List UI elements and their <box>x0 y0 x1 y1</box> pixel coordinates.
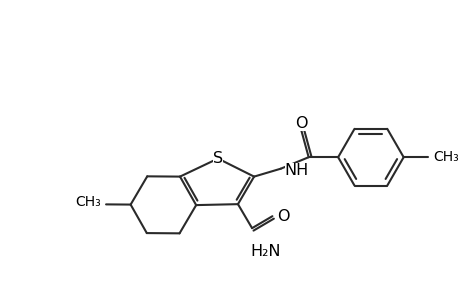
Text: O: O <box>277 209 289 224</box>
Text: S: S <box>213 151 223 166</box>
Text: NH: NH <box>284 163 308 178</box>
Text: CH₃: CH₃ <box>432 150 458 164</box>
Text: H₂N: H₂N <box>250 244 280 259</box>
Text: O: O <box>294 116 307 131</box>
Text: CH₃: CH₃ <box>75 196 101 209</box>
